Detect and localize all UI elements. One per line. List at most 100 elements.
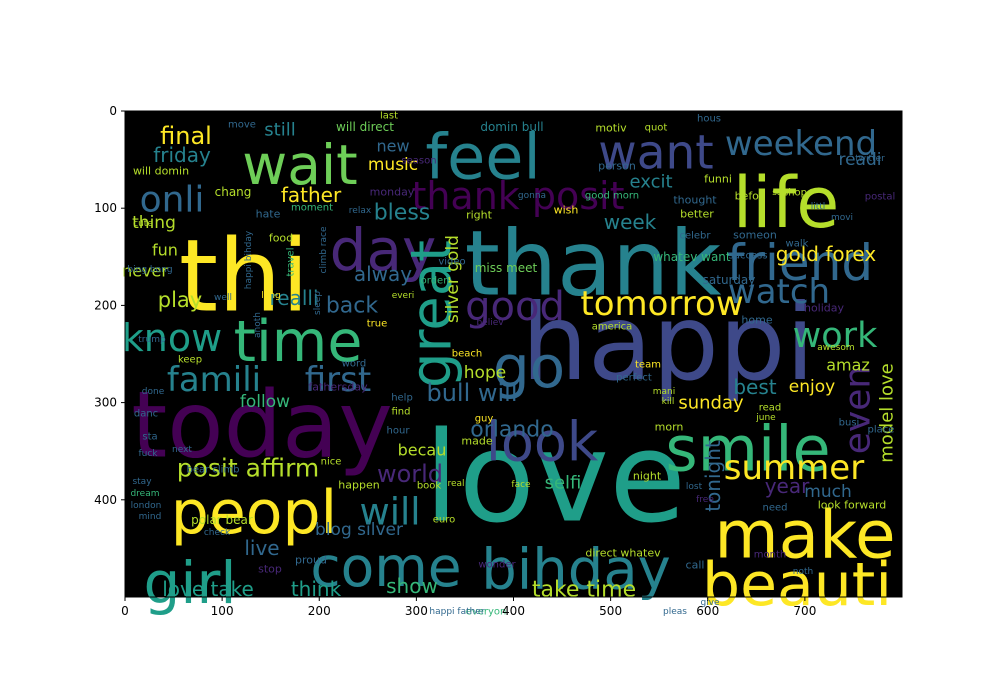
y-tick-label: 200 bbox=[94, 298, 117, 312]
word-want: want bbox=[598, 126, 713, 181]
word-beauti: beauti bbox=[702, 550, 892, 620]
word-go: go bbox=[493, 333, 565, 401]
word-walk: walk bbox=[786, 239, 809, 250]
word-relax: relax bbox=[349, 206, 372, 216]
word-book: book bbox=[417, 481, 442, 492]
word-fathersday: fathersday bbox=[308, 381, 368, 394]
word-posit-affirm: posit affirm bbox=[177, 454, 320, 483]
word-look: look bbox=[486, 411, 599, 474]
word-night: night bbox=[633, 470, 662, 483]
word-bihday: bihday bbox=[481, 538, 671, 603]
word-mind: mind bbox=[139, 512, 162, 522]
word-true: true bbox=[367, 319, 388, 330]
x-tick-label: 300 bbox=[405, 604, 428, 618]
word-follow: follow bbox=[240, 392, 290, 412]
word-watch: watch bbox=[728, 272, 830, 312]
word-hope: hope bbox=[464, 363, 506, 383]
word-time: time bbox=[234, 309, 363, 375]
word-make: make bbox=[714, 497, 895, 574]
x-tick-label: 700 bbox=[793, 604, 816, 618]
word-girl: girl bbox=[144, 549, 237, 617]
word-mani: mani bbox=[653, 387, 676, 397]
word-gonna: gonna bbox=[518, 191, 546, 201]
word-first: first bbox=[305, 360, 371, 400]
word-will-direct: will direct bbox=[336, 120, 394, 134]
word-look-forward: look forward bbox=[818, 499, 887, 512]
word-music: music bbox=[368, 155, 418, 175]
word-beach: beach bbox=[452, 349, 482, 360]
word-blog-silver: blog silver bbox=[315, 520, 403, 540]
word-wait: wait bbox=[242, 133, 358, 197]
word-will-domin: will domin bbox=[133, 165, 189, 178]
word-fun: fun bbox=[152, 241, 178, 260]
word-season: season bbox=[401, 156, 436, 167]
word-busi: busi bbox=[839, 418, 860, 429]
word-live: live bbox=[244, 536, 279, 560]
word-sunday: sunday bbox=[678, 393, 744, 414]
word-thought: thought bbox=[673, 194, 717, 207]
word-trump: trump bbox=[138, 335, 166, 345]
word-climb-race: climb race bbox=[319, 226, 329, 273]
word-movi: movi bbox=[831, 213, 853, 223]
word-postal: postal bbox=[865, 192, 896, 203]
word-shop: shop bbox=[783, 188, 807, 199]
word-amaz: amaz bbox=[826, 356, 870, 375]
word-made: made bbox=[461, 435, 492, 448]
word-motiv: motiv bbox=[595, 122, 627, 135]
word-miss-meet: miss meet bbox=[475, 261, 538, 275]
word-bull-will: bull will bbox=[426, 379, 517, 407]
word-video: video bbox=[438, 257, 465, 268]
word-chang: chang bbox=[215, 185, 252, 199]
word-done: done bbox=[142, 387, 165, 397]
word-anoth: anoth bbox=[253, 312, 263, 338]
word-twitter: twitter bbox=[855, 154, 885, 164]
word-good: good bbox=[465, 284, 565, 330]
word-move: move bbox=[228, 120, 256, 131]
word-direct-whatev: direct whatev bbox=[585, 547, 661, 560]
word-moment: moment bbox=[291, 203, 333, 214]
word-readi: readi bbox=[838, 150, 881, 170]
word-work: work bbox=[793, 316, 878, 356]
word-final: final bbox=[160, 122, 212, 150]
word-tonight: tonight bbox=[701, 440, 725, 512]
word-still: still bbox=[264, 120, 295, 141]
word-quot: quot bbox=[645, 123, 668, 134]
word-happen: happen bbox=[338, 479, 379, 492]
word-order: order bbox=[421, 276, 449, 287]
word-great: great bbox=[400, 240, 465, 388]
word-success: success bbox=[728, 251, 767, 262]
word-today: today bbox=[131, 372, 393, 479]
word-bless: bless bbox=[374, 201, 431, 226]
word-feel: feel bbox=[425, 121, 540, 194]
word-happi-father: happi father bbox=[429, 607, 484, 617]
word-bear-climb: bear climb bbox=[186, 465, 239, 476]
word-tomorrow: tomorrow bbox=[580, 284, 743, 324]
word-thi: thi bbox=[179, 218, 309, 335]
word-euro: euro bbox=[433, 515, 456, 526]
y-axis: 0 100 200 300 400 bbox=[94, 104, 125, 507]
word-need: need bbox=[763, 503, 788, 514]
plot-area-background bbox=[125, 111, 902, 597]
y-tick-label: 400 bbox=[94, 493, 117, 507]
word-life: life bbox=[733, 162, 840, 244]
word-awesom: awesom bbox=[817, 343, 854, 353]
word-silver-gold: silver gold bbox=[443, 235, 463, 323]
word-selfi: selfi bbox=[545, 473, 582, 494]
word-come: come bbox=[310, 535, 461, 599]
word-good-morn: good morn bbox=[585, 191, 639, 202]
word-kill: kill bbox=[662, 397, 675, 407]
word-person: person bbox=[598, 160, 636, 173]
word-friday: friday bbox=[153, 143, 211, 167]
word-domin-bull: domin bull bbox=[480, 120, 543, 134]
word-world: world bbox=[377, 460, 443, 488]
word-hour: hour bbox=[387, 426, 411, 437]
word-fuck: fuck bbox=[138, 449, 158, 459]
word-play: play bbox=[158, 288, 202, 312]
word-next: next bbox=[172, 445, 192, 455]
word-funni: funni bbox=[704, 173, 732, 186]
word-onli: onli bbox=[140, 180, 205, 221]
y-tick-label: 0 bbox=[109, 104, 117, 118]
word-pleas: pleas bbox=[663, 607, 687, 617]
